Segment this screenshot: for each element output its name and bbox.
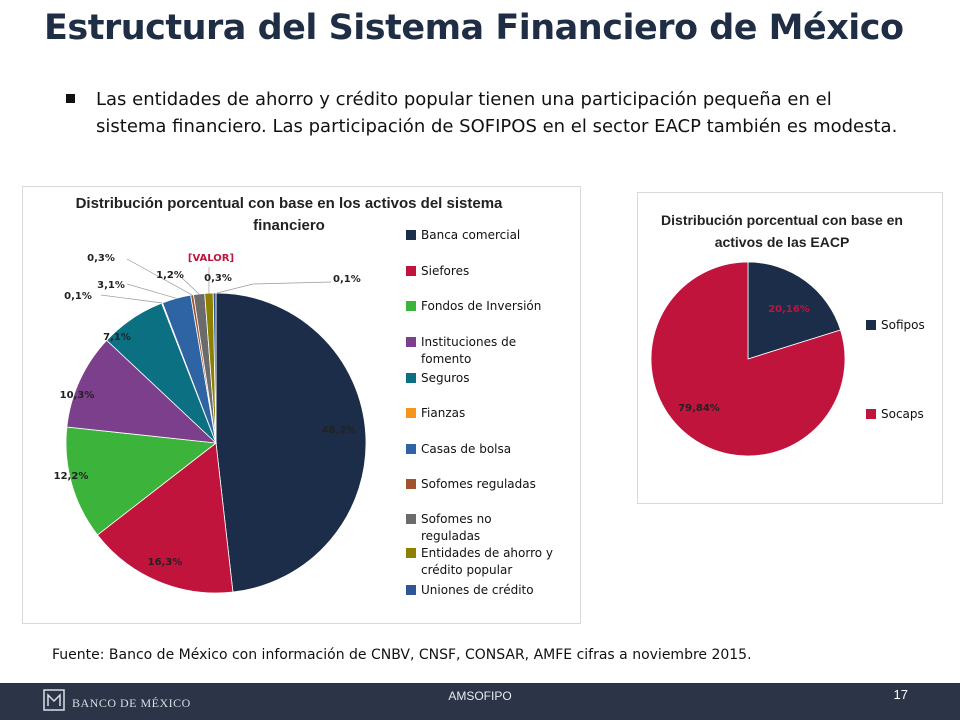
leader-line-8 bbox=[180, 276, 200, 295]
legend-swatch-8 bbox=[406, 514, 416, 524]
data-label-8: 1,2% bbox=[156, 270, 184, 281]
legend-swatch-1 bbox=[866, 409, 876, 419]
legend-label-0: Banca comercial bbox=[421, 228, 521, 242]
legend-label-8: Sofomes no reguladas bbox=[421, 512, 492, 543]
legend-swatch-7 bbox=[406, 479, 416, 489]
legend-label-5: Fianzas bbox=[421, 406, 466, 420]
leader-line-7 bbox=[126, 258, 193, 296]
data-label-1: 16,3% bbox=[148, 557, 183, 568]
legend-swatch-1 bbox=[406, 266, 416, 276]
legend-swatch-0 bbox=[866, 320, 876, 330]
data-label-7: 0,3% bbox=[87, 253, 115, 264]
data-label-4: 7,1% bbox=[103, 332, 131, 343]
legend-swatch-6 bbox=[406, 444, 416, 454]
data-label-1: 79,84% bbox=[678, 403, 720, 414]
legend-swatch-9 bbox=[406, 548, 416, 558]
pie-slice-0 bbox=[747, 261, 842, 360]
chart-title: Distribución porcentual con base en los … bbox=[75, 195, 503, 234]
footer-bar: BANCO DE MÉXICO AMSOFIPO 17 bbox=[0, 683, 960, 720]
data-label-9: [VALOR] bbox=[188, 253, 234, 264]
pie-slice-1 bbox=[650, 261, 846, 457]
legend-swatch-10 bbox=[406, 585, 416, 595]
data-label-3: 10,3% bbox=[60, 390, 95, 401]
leader-line-5 bbox=[100, 294, 163, 304]
legend-label-6: Casas de bolsa bbox=[421, 442, 512, 456]
bullet-text: Las entidades de ahorro y crédito popula… bbox=[96, 89, 898, 137]
legend-label-1: Socaps bbox=[881, 407, 924, 421]
legend-label-9: Entidades de ahorro y crédito popular bbox=[421, 546, 554, 577]
legend-label-3: Instituciones de fomento bbox=[421, 335, 517, 366]
leader-line-6 bbox=[126, 283, 177, 299]
legend-label-2: Fondos de Inversión bbox=[421, 299, 542, 313]
pie-chart: 48,2% 16,3% 12,2% 10,3% 7,1% 0,1% 3,1% 0,3% 1,2%… bbox=[54, 253, 367, 594]
legend-swatch-5 bbox=[406, 408, 416, 418]
data-label-2: 12,2% bbox=[54, 471, 89, 482]
legend-label-1: Siefores bbox=[421, 264, 470, 278]
legend-swatch-0 bbox=[406, 230, 416, 240]
legend-swatch-2 bbox=[406, 301, 416, 311]
slide-title: Estructura del Sistema Financiero de Méx… bbox=[44, 8, 904, 48]
square-bullet-icon bbox=[66, 94, 75, 103]
legend-swatch-3 bbox=[406, 337, 416, 347]
legend-label-7: Sofomes reguladas bbox=[421, 477, 536, 491]
pie-slice-1 bbox=[96, 442, 234, 594]
bank-logo-text: BANCO DE MÉXICO bbox=[72, 696, 191, 710]
data-label-5: 0,1% bbox=[64, 291, 92, 302]
pie-slice-10 bbox=[212, 292, 217, 444]
source-note: Fuente: Banco de México con información … bbox=[52, 647, 752, 663]
legend-swatch-4 bbox=[406, 373, 416, 383]
legend-label-4: Seguros bbox=[421, 371, 470, 385]
chart-financial-system: Distribución porcentual con base en los … bbox=[22, 186, 581, 624]
page-number: 17 bbox=[893, 687, 908, 702]
pie-chart: 20,16% 79,84% bbox=[650, 261, 846, 457]
legend-label-0: Sofipos bbox=[881, 318, 925, 332]
data-label-6: 3,1% bbox=[97, 280, 125, 291]
leader-line-extra bbox=[216, 281, 332, 294]
bank-logo-icon bbox=[43, 689, 65, 711]
pie-slice-2 bbox=[65, 426, 218, 536]
data-label-10: 0,3% bbox=[204, 273, 232, 284]
chart-title: Distribución porcentual con base en acti… bbox=[661, 212, 903, 250]
legend-label-10: Uniones de crédito bbox=[421, 583, 534, 597]
pie-slice-3 bbox=[66, 339, 218, 444]
footer-label: AMSOFIPO bbox=[448, 689, 512, 703]
data-label-0: 20,16% bbox=[768, 304, 810, 315]
data-label-0: 48,2% bbox=[322, 425, 357, 436]
data-label-extra: 0,1% bbox=[333, 274, 361, 285]
chart-eacp: Distribución porcentual con base en acti… bbox=[637, 192, 943, 504]
pie-slice-0 bbox=[215, 292, 367, 593]
